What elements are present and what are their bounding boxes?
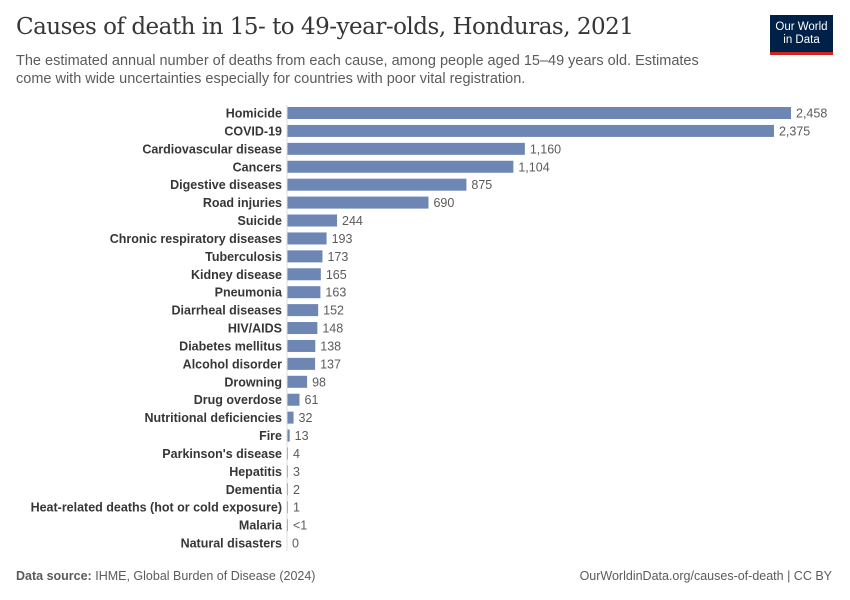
bar[interactable] bbox=[287, 322, 318, 335]
value-label: 0 bbox=[292, 537, 299, 551]
bar[interactable] bbox=[287, 429, 290, 442]
value-label: 2,458 bbox=[796, 107, 827, 121]
value-label: 193 bbox=[332, 232, 353, 246]
bar[interactable] bbox=[287, 107, 791, 119]
bar[interactable] bbox=[287, 160, 514, 173]
bar-chart: Homicide 2,458 COVID-19 2,375 Cardiovascular… bbox=[31, 105, 827, 552]
logo-line-1: Our World bbox=[775, 20, 828, 33]
value-label: 165 bbox=[326, 268, 347, 282]
value-label: 1 bbox=[293, 501, 300, 515]
value-label: 138 bbox=[320, 339, 341, 353]
bar[interactable] bbox=[287, 393, 300, 406]
value-label: 1,160 bbox=[530, 142, 561, 156]
category-label: Parkinson's disease bbox=[162, 447, 282, 461]
chart-subtitle: The estimated annual number of deaths fr… bbox=[16, 53, 699, 87]
value-label: 148 bbox=[322, 322, 343, 336]
value-label: 875 bbox=[471, 178, 492, 192]
category-label: Homicide bbox=[226, 107, 282, 121]
bar[interactable] bbox=[287, 304, 319, 317]
bar[interactable] bbox=[287, 178, 467, 191]
value-label: 163 bbox=[325, 286, 346, 300]
value-label: 244 bbox=[342, 214, 363, 228]
bar[interactable] bbox=[287, 196, 429, 209]
category-label: Digestive diseases bbox=[170, 178, 282, 192]
category-label: Nutritional deficiencies bbox=[144, 411, 282, 425]
category-label: COVID-19 bbox=[224, 124, 282, 138]
bar[interactable] bbox=[287, 357, 316, 370]
category-label: Natural disasters bbox=[181, 537, 282, 551]
value-label: 173 bbox=[327, 250, 348, 264]
value-label: 2 bbox=[293, 483, 300, 497]
bar[interactable] bbox=[287, 214, 338, 227]
value-label: 137 bbox=[320, 357, 341, 371]
value-label: 13 bbox=[295, 429, 309, 443]
value-label: <1 bbox=[293, 519, 307, 533]
bar[interactable] bbox=[287, 124, 774, 137]
category-label: Road injuries bbox=[203, 196, 282, 210]
category-label: Dementia bbox=[226, 483, 283, 497]
bar[interactable] bbox=[287, 268, 321, 281]
value-label: 690 bbox=[433, 196, 454, 210]
category-label: Cardiovascular disease bbox=[142, 142, 282, 156]
category-label: Diabetes mellitus bbox=[179, 339, 282, 353]
value-label: 2,375 bbox=[779, 124, 810, 138]
category-label: Alcohol disorder bbox=[183, 357, 282, 371]
chart-title: Causes of death in 15- to 49-year-olds, … bbox=[16, 14, 634, 40]
category-label: Drug overdose bbox=[194, 393, 282, 407]
category-label: Cancers bbox=[233, 160, 282, 174]
category-label: Pneumonia bbox=[215, 286, 283, 300]
value-label: 32 bbox=[299, 411, 313, 425]
value-label: 98 bbox=[312, 375, 326, 389]
bar[interactable] bbox=[287, 232, 327, 245]
bar[interactable] bbox=[287, 339, 316, 352]
value-label: 3 bbox=[293, 465, 300, 479]
category-label: Suicide bbox=[238, 214, 283, 228]
bar[interactable] bbox=[287, 411, 294, 424]
bar[interactable] bbox=[287, 250, 323, 263]
value-label: 1,104 bbox=[518, 160, 549, 174]
category-label: Chronic respiratory diseases bbox=[110, 232, 282, 246]
source-label: Data source: bbox=[16, 569, 92, 583]
source-link[interactable]: IHME, Global Burden of Disease (2024) bbox=[95, 569, 316, 583]
category-label: Hepatitis bbox=[229, 465, 282, 479]
footer-url[interactable]: OurWorldinData.org/causes-of-death | CC … bbox=[579, 569, 832, 583]
bar[interactable] bbox=[287, 142, 525, 155]
category-label: Malaria bbox=[239, 519, 283, 533]
category-label: Kidney disease bbox=[191, 268, 282, 282]
category-label: Drowning bbox=[224, 375, 282, 389]
bar[interactable] bbox=[287, 375, 308, 388]
value-label: 152 bbox=[323, 304, 344, 318]
value-label: 61 bbox=[305, 393, 319, 407]
category-label: Diarrheal diseases bbox=[172, 304, 283, 318]
data-source: Data source: IHME, Global Burden of Dise… bbox=[16, 569, 315, 583]
bar[interactable] bbox=[287, 286, 321, 299]
category-label: Fire bbox=[259, 429, 282, 443]
value-label: 4 bbox=[293, 447, 300, 461]
category-label: Tuberculosis bbox=[205, 250, 282, 264]
category-label: HIV/AIDS bbox=[228, 322, 282, 336]
logo-line-2: in Data bbox=[783, 33, 820, 46]
owid-logo[interactable]: Our World in Data bbox=[770, 15, 833, 55]
category-label: Heat-related deaths (hot or cold exposur… bbox=[31, 501, 282, 515]
